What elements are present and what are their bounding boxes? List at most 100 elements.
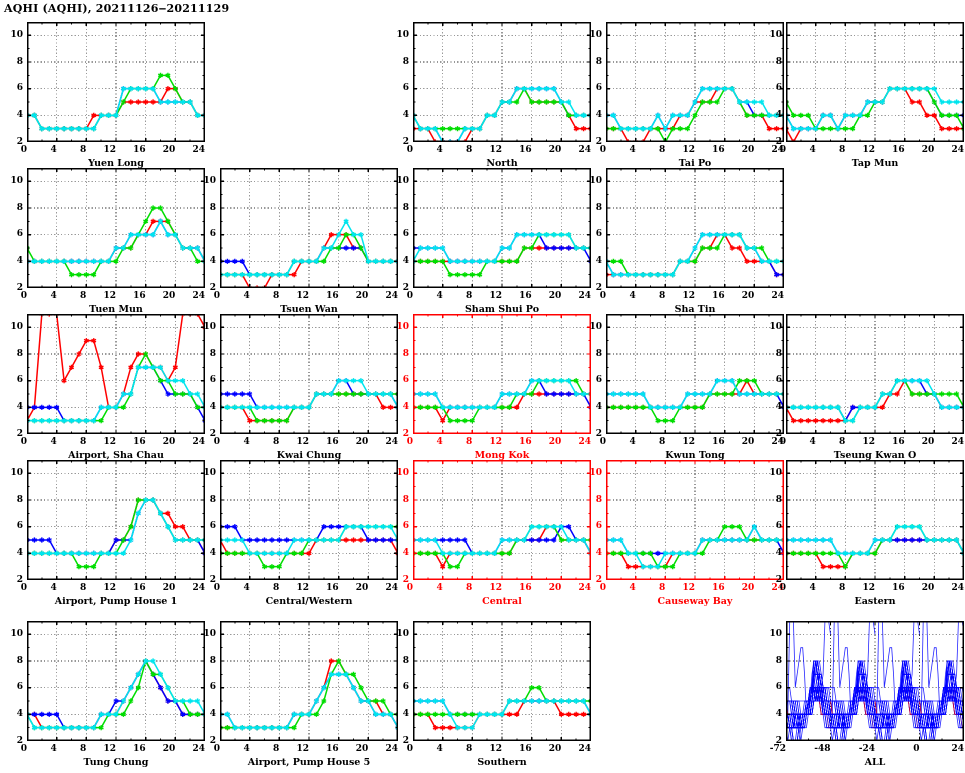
plot-area (606, 22, 784, 142)
panel-title: Airport, Pump House 1 (54, 596, 178, 607)
y-tick-label: 8 (402, 494, 409, 505)
y-tick-label: 6 (775, 682, 782, 693)
plot-area (413, 314, 591, 434)
y-tick-label: 8 (16, 494, 23, 505)
y-tick-label: 8 (16, 202, 23, 213)
panel-tung-chung: 2 4 6 8 10 0 4 8 12 16 20 24 Tung Chung (10, 621, 205, 773)
y-tick-label: 4 (16, 109, 23, 120)
y-tick-label: 10 (396, 467, 409, 478)
y-tick-label: 10 (10, 628, 23, 639)
y-tick-label: 4 (595, 401, 602, 412)
panel-southern: 2 4 6 8 10 0 4 8 12 16 20 24 Southern (396, 621, 591, 773)
y-tick-label: 2 (595, 136, 602, 147)
panel-tuen-mun: 2 4 6 8 10 0 4 8 12 16 20 24 Tuen Mun (10, 168, 205, 320)
series-markers-cyan (220, 671, 398, 731)
plot-area (606, 460, 784, 580)
y-tick-label: 8 (595, 56, 602, 67)
series-markers-cyan (786, 378, 964, 424)
y-tick-label: 10 (769, 628, 782, 639)
y-tick-label: 4 (775, 401, 782, 412)
panel-north: 2 4 6 8 10 0 4 8 12 16 20 24 North (396, 22, 591, 174)
series-markers-cyan (27, 364, 205, 424)
series-line-cyan (606, 233, 784, 276)
panel-sha-tin: 2 4 6 8 10 0 4 8 12 16 20 24 Sha Tin (589, 168, 784, 320)
y-tick-label: 10 (589, 467, 602, 478)
plot-area (606, 168, 784, 288)
y-tick-label: 8 (209, 348, 216, 359)
panel-airport-pump-house-5: 2 4 6 8 10 0 4 8 12 16 20 24 Airport, Pump House 5 (203, 621, 398, 773)
panel-tseung-kwan-o: 2 4 6 8 10 0 4 8 12 16 20 24 Tseung Kwan O (769, 314, 964, 466)
y-tick-label: 2 (402, 574, 409, 585)
series-line-green (413, 233, 591, 276)
series-markers-cyan (27, 86, 205, 132)
series-markers-cyan (220, 524, 398, 556)
series-markers-cyan (413, 232, 591, 264)
y-tick-label: 10 (589, 321, 602, 332)
series-markers-cyan (27, 658, 205, 731)
panel-title: ALL (864, 757, 886, 768)
series-markers-cyan (606, 232, 784, 278)
panel-title: Sham Shui Po (464, 304, 540, 315)
y-tick-label: 10 (396, 175, 409, 186)
y-tick-label: 2 (209, 282, 216, 293)
series-line-green (606, 379, 784, 422)
panel-mong-kok: 2 4 6 8 10 0 4 8 12 16 20 24 Mong Kok (396, 314, 591, 466)
y-tick-label: 8 (209, 202, 216, 213)
series-markers-cyan (606, 524, 784, 570)
y-tick-label: 6 (595, 521, 602, 532)
y-tick-label: 4 (209, 255, 216, 266)
series-line-cyan (27, 660, 205, 729)
series-markers-cyan (413, 86, 591, 142)
y-tick-label: 6 (595, 83, 602, 94)
y-tick-label: 2 (16, 428, 23, 439)
y-tick-label: 8 (209, 655, 216, 666)
series-markers-cyan (220, 378, 398, 410)
y-tick-label: 10 (203, 467, 216, 478)
y-tick-label: 6 (209, 682, 216, 693)
y-tick-label: 2 (209, 574, 216, 585)
y-tick-label: 4 (402, 401, 409, 412)
all-series-line (830, 700, 876, 729)
series-line-green (413, 87, 591, 130)
plot-area (220, 314, 398, 434)
series-line-green (27, 499, 205, 568)
y-tick-label: 2 (595, 574, 602, 585)
y-tick-label: 10 (10, 321, 23, 332)
y-tick-label: 4 (402, 255, 409, 266)
y-tick-label: 4 (209, 401, 216, 412)
plot-area (786, 621, 964, 741)
y-tick-label: 10 (10, 467, 23, 478)
plot-area (220, 460, 398, 580)
y-tick-label: 8 (775, 348, 782, 359)
series-markers-cyan (27, 218, 205, 264)
series-line-cyan (27, 220, 205, 263)
y-tick-label: 10 (589, 175, 602, 186)
plot-area (27, 168, 205, 288)
y-tick-label: 4 (16, 547, 23, 558)
y-tick-label: 8 (402, 56, 409, 67)
plot-area (413, 621, 591, 741)
panel-central-western: 2 4 6 8 10 0 4 8 12 16 20 24 Central/Western (203, 460, 398, 612)
series-line-cyan (606, 87, 784, 130)
panel-sham-shui-po: 2 4 6 8 10 0 4 8 12 16 20 24 Sham Shui Po (396, 168, 591, 320)
y-tick-label: 2 (402, 735, 409, 746)
y-tick-label: 4 (16, 401, 23, 412)
y-tick-label: 6 (775, 375, 782, 386)
plot-area (606, 314, 784, 434)
y-tick-label: 4 (402, 109, 409, 120)
series-markers-cyan (786, 524, 964, 556)
y-tick-label: 6 (595, 229, 602, 240)
panel-title: Airport, Pump House 5 (247, 757, 371, 768)
y-tick-label: 2 (402, 282, 409, 293)
panel-title: Eastern (854, 596, 896, 607)
y-tick-label: 2 (16, 282, 23, 293)
y-tick-label: 6 (209, 375, 216, 386)
y-tick-label: 10 (396, 321, 409, 332)
series-markers-cyan (413, 698, 591, 731)
y-tick-label: 10 (589, 29, 602, 40)
y-tick-label: 10 (769, 321, 782, 332)
y-tick-label: 8 (209, 494, 216, 505)
y-tick-label: 6 (16, 229, 23, 240)
series-line-green (27, 660, 205, 729)
y-tick-label: 2 (775, 574, 782, 585)
